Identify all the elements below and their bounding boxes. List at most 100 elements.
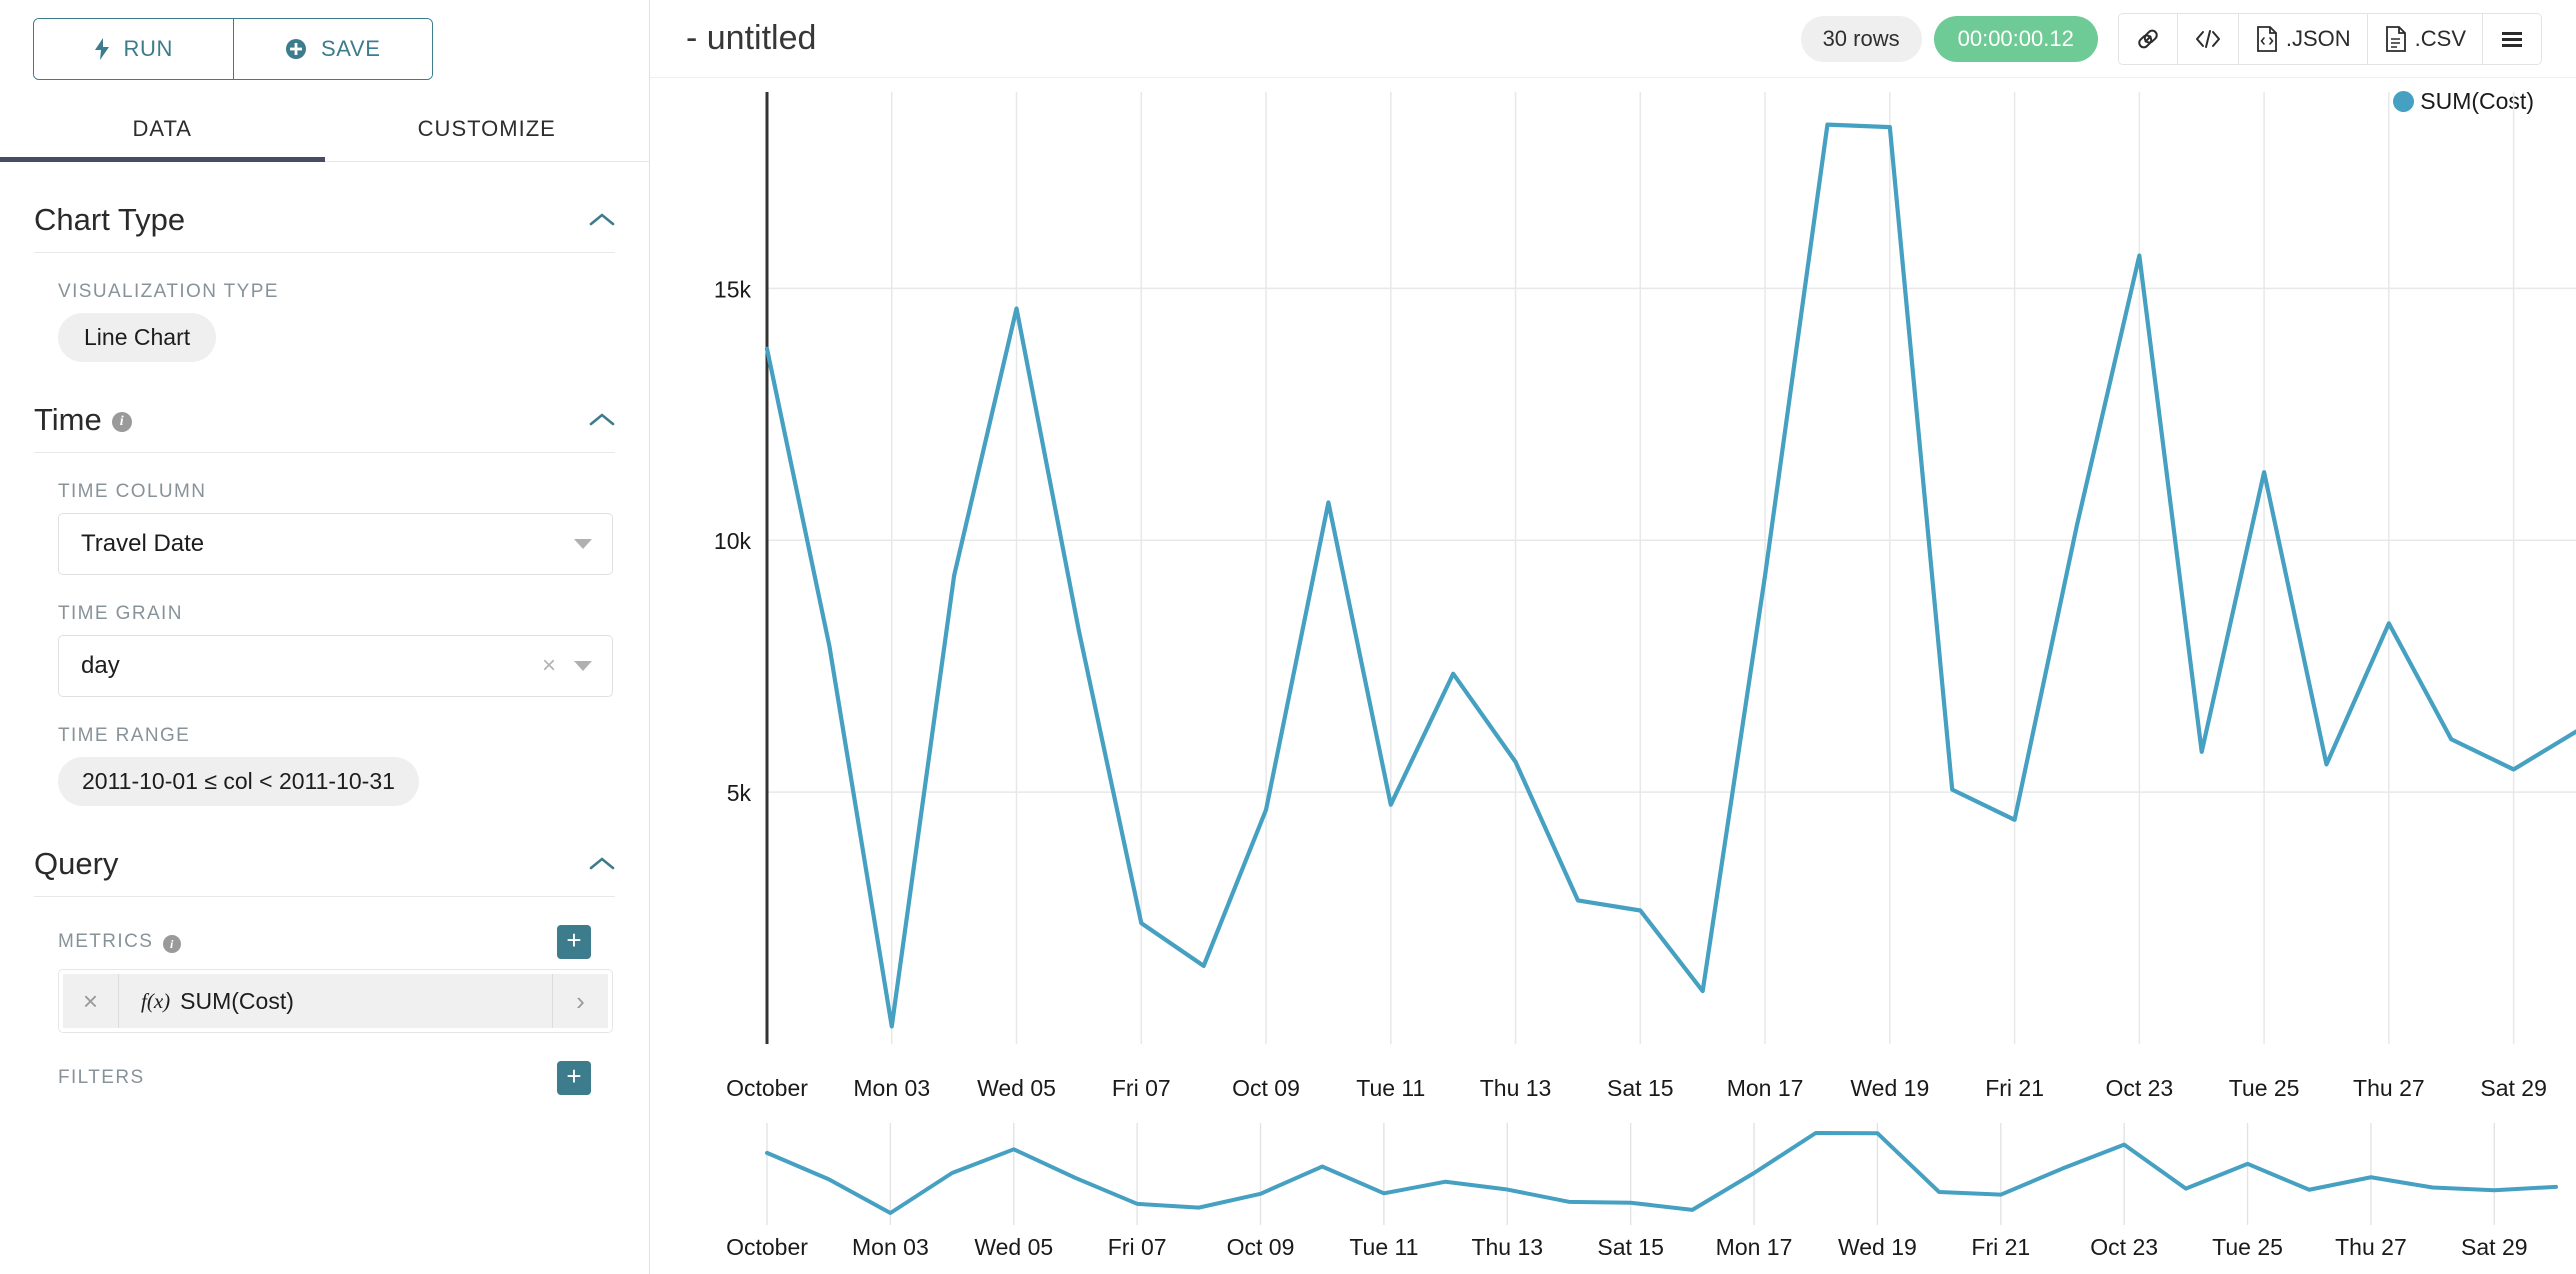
legend-color-swatch [2393,91,2415,112]
svg-text:Fri 07: Fri 07 [1112,1075,1171,1101]
svg-text:Tue 11: Tue 11 [1356,1075,1425,1101]
svg-text:October: October [726,1234,808,1260]
metrics-label-row: METRICS i + [58,925,591,959]
query-timer-badge: 00:00:00.12 [1933,15,2098,62]
svg-text:Mon 03: Mon 03 [852,1234,929,1260]
visualization-type-value[interactable]: Line Chart [58,313,217,362]
download-json-button[interactable]: .JSON [2237,13,2367,64]
run-button-label: RUN [123,36,173,61]
svg-text:10k: 10k [714,528,752,554]
code-icon [2195,29,2220,48]
svg-text:Sat 29: Sat 29 [2461,1234,2528,1260]
metrics-list: × f(x) SUM(Cost) › [58,969,613,1033]
svg-text:Oct 23: Oct 23 [2090,1234,2158,1260]
control-panel-sidebar: RUN SAVE DATA CUSTOMIZE Chart T [0,0,650,1274]
chart-header: - untitled 30 rows 00:00:00.12 [650,0,2576,78]
info-icon[interactable]: i [111,412,132,432]
svg-text:Mon 03: Mon 03 [853,1075,930,1101]
chart-legend[interactable]: SUM(Cost) [2393,88,2534,115]
add-filter-button[interactable]: + [557,1061,591,1095]
svg-text:Sat 15: Sat 15 [1597,1234,1664,1260]
hamburger-icon [2502,31,2522,47]
svg-text:Thu 13: Thu 13 [1471,1234,1543,1260]
chevron-down-icon[interactable] [574,661,592,671]
time-range-value[interactable]: 2011-10-01 ≤ col < 2011-10-31 [58,757,419,806]
svg-text:Sat 15: Sat 15 [1607,1075,1674,1101]
svg-text:Oct 09: Oct 09 [1227,1234,1295,1260]
line-chart-svg[interactable]: 5k 10k 15k October Mon 03 Wed 05 Fri 07 Oct 09 T… [650,78,2576,1274]
svg-text:15k: 15k [714,276,752,302]
run-save-button-group: RUN SAVE [33,18,433,80]
chevron-up-icon[interactable] [589,412,615,428]
view-query-button[interactable] [2176,13,2238,64]
svg-text:Fri 21: Fri 21 [1971,1234,2030,1260]
svg-text:Tue 11: Tue 11 [1349,1234,1418,1260]
svg-text:Wed 19: Wed 19 [1838,1234,1917,1260]
time-grain-label: TIME GRAIN [58,603,183,624]
export-button-bar: .JSON .CSV [2117,12,2542,65]
svg-text:Mon 17: Mon 17 [1727,1075,1804,1101]
tab-data[interactable]: DATA [0,102,325,162]
download-csv-button[interactable]: .CSV [2366,13,2482,64]
svg-text:Tue 25: Tue 25 [2229,1075,2300,1101]
section-time-title: Time [34,402,102,437]
svg-text:Thu 27: Thu 27 [2335,1234,2407,1260]
tab-customize-label: CUSTOMIZE [417,116,556,141]
section-chart-type-title: Chart Type [34,202,186,237]
time-grain-select[interactable]: day × [58,635,613,697]
time-column-select[interactable]: Travel Date [58,513,613,575]
chevron-up-icon[interactable] [589,856,615,872]
time-column-value: Travel Date [81,530,205,557]
chevron-down-icon[interactable] [574,539,592,549]
expand-metric-icon[interactable]: › [552,974,608,1028]
svg-text:Wed 05: Wed 05 [977,1075,1056,1101]
remove-metric-icon[interactable]: × [63,974,119,1028]
tab-data-label: DATA [132,116,192,141]
svg-text:Thu 27: Thu 27 [2353,1075,2425,1101]
svg-text:Wed 19: Wed 19 [1850,1075,1929,1101]
share-link-button[interactable] [2118,13,2177,64]
metric-label: SUM(Cost) [180,987,294,1014]
control-tabs: DATA CUSTOMIZE [0,102,649,162]
visualization-type-label: VISUALIZATION TYPE [58,281,279,302]
svg-text:Oct 09: Oct 09 [1232,1075,1300,1101]
time-range-label: TIME RANGE [58,725,191,746]
save-button[interactable]: SAVE [232,19,432,79]
run-button[interactable]: RUN [34,19,233,79]
svg-text:Wed 05: Wed 05 [974,1234,1053,1260]
clear-icon[interactable]: × [541,652,556,679]
svg-text:Fri 07: Fri 07 [1108,1234,1167,1260]
add-metric-button[interactable]: + [557,925,591,959]
filters-label-row: FILTERS + [58,1061,591,1095]
svg-text:Thu 13: Thu 13 [1480,1075,1552,1101]
save-button-label: SAVE [321,36,381,61]
info-icon[interactable]: i [163,935,182,953]
time-column-label: TIME COLUMN [58,481,207,502]
svg-text:Sat 29: Sat 29 [2480,1075,2547,1101]
filters-label: FILTERS [58,1067,145,1088]
control-panel-body: Chart Type VISUALIZATION TYPE Line Chart… [0,202,649,1095]
chart-header-actions: 30 rows 00:00:00.12 [1800,12,2542,65]
svg-text:Fri 21: Fri 21 [1985,1075,2044,1101]
section-query-header[interactable]: Query [34,846,615,897]
link-icon [2138,29,2158,48]
chart-canvas: 5k 10k 15k October Mon 03 Wed 05 Fri 07 Oct 09 T… [650,78,2576,1274]
more-options-button[interactable] [2482,13,2541,64]
chevron-up-icon[interactable] [589,212,615,228]
filters-label-wrap: FILTERS [58,1067,557,1089]
svg-text:October: October [726,1075,808,1101]
csv-icon [2385,25,2406,52]
metric-item[interactable]: × f(x) SUM(Cost) › [63,974,608,1028]
page-title[interactable]: - untitled [686,19,817,57]
time-grain-value: day [81,652,120,679]
tab-customize[interactable]: CUSTOMIZE [325,102,650,161]
bolt-icon [94,38,109,60]
section-time-header[interactable]: Time i [34,402,615,453]
section-chart-type-header[interactable]: Chart Type [34,202,615,253]
json-icon [2256,25,2277,52]
svg-text:Mon 17: Mon 17 [1716,1234,1793,1260]
section-query-title: Query [34,846,119,881]
svg-text:Tue 25: Tue 25 [2212,1234,2283,1260]
plus-circle-icon [286,39,307,59]
